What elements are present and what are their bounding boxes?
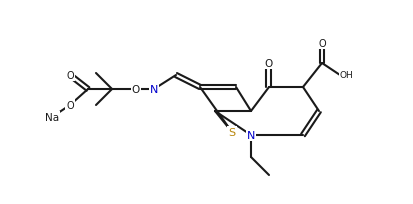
Text: O: O <box>132 85 140 94</box>
Text: OH: OH <box>339 71 353 80</box>
Text: S: S <box>228 127 235 137</box>
Text: O: O <box>318 39 325 49</box>
Text: N: N <box>246 130 254 140</box>
Text: O: O <box>66 101 74 110</box>
Text: Na: Na <box>45 112 59 122</box>
Text: O: O <box>66 71 74 81</box>
Text: N: N <box>150 85 158 94</box>
Text: O: O <box>264 59 273 69</box>
